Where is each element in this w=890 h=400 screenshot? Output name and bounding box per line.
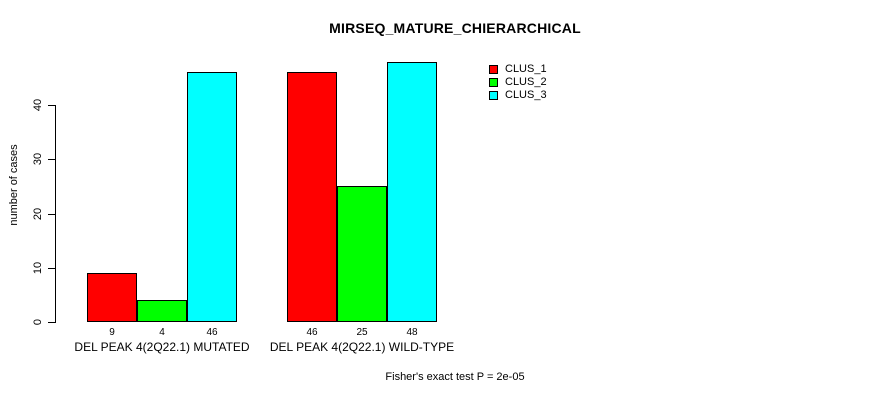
bar-clus_2-group1	[137, 300, 187, 322]
legend-swatch-icon	[489, 78, 498, 87]
bar-value-label: 4	[159, 327, 165, 338]
y-axis-tick	[48, 159, 55, 161]
legend-swatch-icon	[489, 91, 498, 100]
bar-clus_2-group2	[337, 186, 387, 322]
y-axis-tick	[48, 322, 55, 323]
footnote-text: Fisher's exact test P = 2e-05	[385, 371, 525, 383]
y-axis-tick-label: 0	[32, 318, 44, 326]
chart-title: MIRSEQ_MATURE_CHIERARCHICAL	[329, 20, 581, 36]
bar-value-label: 25	[356, 327, 368, 338]
bar-clus_1-group1	[87, 273, 137, 322]
legend-item-label: CLUS_2	[505, 76, 547, 88]
legend-swatch-icon	[489, 65, 498, 74]
legend-item-clus_2: CLUS_2	[489, 76, 547, 89]
y-axis-line	[55, 105, 56, 323]
y-axis-tick	[48, 213, 55, 215]
x-axis-category-label: DEL PEAK 4(2Q22.1) WILD-TYPE	[269, 340, 455, 354]
bar-value-label: 48	[406, 327, 418, 338]
legend-item-label: CLUS_3	[505, 89, 547, 101]
bar-clus_3-group1	[187, 72, 237, 322]
bar-value-label: 46	[306, 327, 318, 338]
y-axis-tick	[48, 105, 55, 106]
y-axis-tick-label: 30	[32, 153, 44, 166]
bar-value-label: 46	[206, 327, 218, 338]
y-axis-tick-label: 10	[32, 261, 44, 274]
y-axis-tick	[48, 267, 55, 269]
legend-item-clus_1: CLUS_1	[489, 63, 547, 76]
y-axis-tick-label: 40	[32, 98, 44, 112]
bar-clus_1-group2	[287, 72, 337, 322]
bar-value-label: 9	[109, 327, 115, 338]
legend-item-label: CLUS_1	[505, 63, 547, 75]
legend-item-clus_3: CLUS_3	[489, 89, 547, 102]
legend: CLUS_1 CLUS_2 CLUS_3	[489, 63, 547, 102]
bar-clus_3-group2	[387, 62, 437, 322]
x-axis-category-label: DEL PEAK 4(2Q22.1) MUTATED	[74, 340, 250, 354]
y-axis-tick-label: 20	[32, 207, 44, 220]
